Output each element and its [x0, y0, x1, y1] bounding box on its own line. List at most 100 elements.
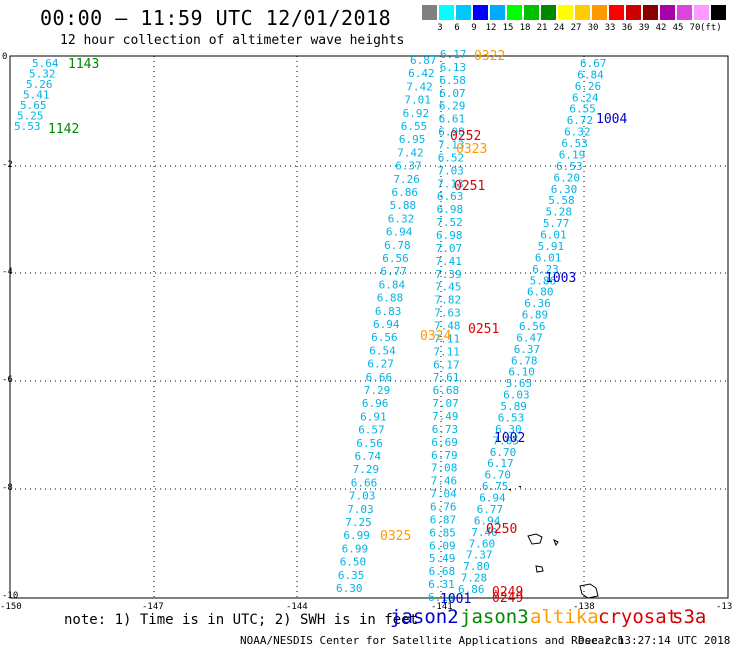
- wave-height-value: 6.26: [575, 80, 602, 93]
- color-scale-label: 15: [502, 23, 514, 33]
- wave-height-value: 6.53: [498, 412, 525, 425]
- pass-id-label: 0322: [474, 49, 505, 64]
- latitude-tick: -4: [2, 267, 13, 277]
- color-scale-swatch: [439, 5, 454, 20]
- wave-height-value: 6.84: [577, 68, 604, 81]
- wave-height-value: 6.32: [388, 212, 415, 225]
- wave-height-value: 6.68: [429, 565, 456, 578]
- satellite-legend-jason3: jason3: [460, 606, 529, 628]
- wave-height-value: 6.98: [438, 126, 465, 139]
- satellite-legend-jason2: jason2: [390, 606, 459, 628]
- pass-id-label: 1002: [494, 431, 525, 446]
- wave-height-value: 6.03: [503, 389, 529, 402]
- wave-height-tracks: 5.645.325.265.415.655.255.536.876.427.42…: [14, 48, 607, 604]
- wave-height-value: 5.25: [17, 110, 44, 123]
- wave-height-value: 7.52: [436, 216, 463, 229]
- wave-height-value: 6.19: [559, 149, 586, 162]
- wave-height-value: 7.03: [437, 164, 464, 177]
- wave-height-value: 6.09: [429, 539, 456, 552]
- wave-height-value: 7.63: [434, 307, 461, 320]
- color-scale-swatch: [592, 5, 607, 20]
- color-scale-label: 42: [655, 23, 667, 33]
- wave-height-value: 6.30: [336, 582, 363, 595]
- island-shape: [553, 538, 559, 547]
- wave-height-value: 6.94: [479, 492, 506, 505]
- wave-height-value: 6.80: [527, 286, 554, 299]
- legend-note: note: 1) Time is in UTC; 2) SWH is in fe…: [64, 612, 419, 628]
- wave-height-value: 5.58: [548, 194, 575, 207]
- hawaii-islands: [508, 486, 599, 599]
- longitude-tick: -144: [286, 602, 308, 612]
- color-scale-label: 18: [519, 23, 531, 33]
- wave-height-value: 7.05: [493, 434, 520, 447]
- wave-height-value: 7.45: [435, 281, 462, 294]
- wave-height-value: 6.01: [540, 229, 567, 242]
- island-shape: [579, 583, 599, 599]
- wave-height-value: 6.78: [511, 354, 538, 367]
- wave-height-value: 7.07: [432, 397, 459, 410]
- color-scale-unit: (ft): [700, 23, 722, 33]
- wave-height-value: 6.30: [495, 423, 521, 436]
- wave-height-value: 6.96: [362, 397, 389, 410]
- color-scale-label: 30: [587, 23, 599, 33]
- wave-height-value: 7.60: [469, 537, 496, 550]
- wave-height-value: 6.55: [569, 103, 596, 116]
- wave-height-value: 6.79: [431, 449, 458, 462]
- color-scale-label: 45: [672, 23, 684, 33]
- color-scale-label: 21: [536, 23, 548, 33]
- wave-height-value: 6.87: [430, 513, 457, 526]
- wave-height-value: 6.78: [384, 239, 411, 252]
- pass-id-label: 0325: [380, 529, 411, 544]
- wave-height-value: 6.37: [395, 160, 422, 173]
- wave-height-value: 7.37: [466, 549, 493, 562]
- color-scale-label: 70: [689, 23, 701, 33]
- wave-height-value: 6.56: [519, 320, 546, 333]
- wave-height-value: 5.86: [530, 274, 557, 287]
- wave-height-value: 6.23: [532, 263, 559, 276]
- wave-height-value: 6.73: [432, 423, 459, 436]
- wave-height-value: 6.77: [380, 265, 407, 278]
- wave-height-value: 6.68: [433, 384, 460, 397]
- latitude-tick: -2: [2, 160, 13, 170]
- wave-height-value: 6.30: [551, 183, 578, 196]
- wave-height-value: 6.42: [408, 67, 435, 80]
- pass-id-label: 1003: [545, 271, 576, 286]
- wave-height-value: 7.03: [347, 503, 374, 516]
- wave-height-value: 6.01: [535, 251, 562, 264]
- color-scale-swatch: [677, 5, 692, 20]
- wave-height-value: 6.56: [382, 252, 409, 265]
- latitude-tick: -8: [2, 483, 13, 493]
- wave-height-value: 6.94: [386, 226, 413, 239]
- color-scale-swatch: [558, 5, 573, 20]
- map-subtitle: 12 hour collection of altimeter wave hei…: [60, 33, 405, 48]
- wave-height-value: 7.13: [437, 177, 464, 190]
- color-scale-swatch: [524, 5, 539, 20]
- wave-height-value: 7.40: [471, 526, 498, 539]
- island-shape: [535, 565, 544, 573]
- wave-height-value: 6.88: [377, 292, 404, 305]
- wave-height-value: 7.49: [432, 410, 459, 423]
- wave-height-value: 5.26: [26, 78, 53, 91]
- wave-height-value: 7.03: [349, 490, 376, 503]
- wave-height-value: 5.64: [32, 57, 59, 70]
- wave-height-value: 6.74: [355, 450, 382, 463]
- pass-id-label: 0250: [486, 522, 517, 537]
- latitude-tick: -6: [2, 375, 13, 385]
- wave-height-value: 5.65: [20, 99, 47, 112]
- wave-height-value: 5.53: [14, 120, 41, 133]
- wave-height-value: 7.29: [364, 384, 391, 397]
- wave-height-value: 7.25: [345, 516, 372, 529]
- wave-height-value: 7.01: [404, 94, 431, 107]
- wave-height-value: 7.11: [434, 332, 461, 345]
- wave-height-value: 6.85: [429, 526, 456, 539]
- latitude-tick: -10: [2, 591, 19, 601]
- color-scale-label: 39: [638, 23, 650, 33]
- wave-height-value: 6.37: [514, 343, 541, 356]
- pass-id-label: 1001: [440, 592, 471, 607]
- longitude-tick: -138: [573, 602, 595, 612]
- wave-height-value: 7.41: [435, 255, 462, 268]
- wave-height-value: 6.99: [343, 529, 370, 542]
- satellite-legend-altika: altika: [530, 606, 599, 628]
- color-scale-swatch: [422, 5, 437, 20]
- wave-height-value: 6.77: [477, 503, 504, 516]
